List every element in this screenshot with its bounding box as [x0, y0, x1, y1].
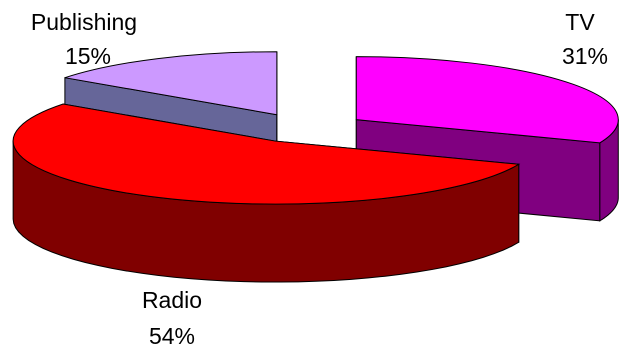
slice-tv — [355, 56, 619, 144]
slice-publishing — [64, 51, 278, 116]
label-radio-value: 54% — [149, 323, 195, 349]
slice-radio — [12, 103, 521, 205]
label-publishing-value: 15% — [65, 43, 111, 69]
label-tv-value: 31% — [562, 43, 608, 69]
label-tv-name: TV — [565, 9, 595, 35]
slice-tops — [12, 51, 619, 205]
label-publishing-name: Publishing — [31, 9, 137, 35]
label-radio-name: Radio — [142, 287, 202, 313]
